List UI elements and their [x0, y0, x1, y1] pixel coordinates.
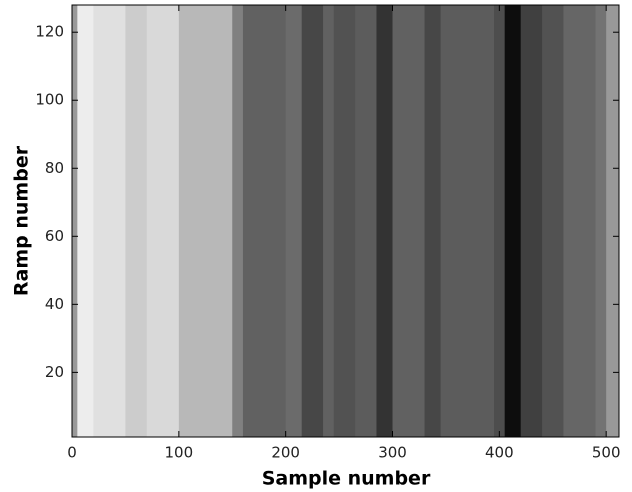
- plot-frame: [71, 4, 620, 438]
- y-tick-label: 120: [35, 23, 64, 41]
- heatmap-cell: [424, 5, 442, 437]
- x-tick-label: 0: [67, 444, 77, 462]
- heatmap-cell: [232, 5, 244, 437]
- heatmap-cell: [323, 5, 335, 437]
- x-tick-label: 500: [592, 444, 621, 462]
- heatmap-cell: [125, 5, 148, 437]
- heatmap-cell: [494, 5, 506, 437]
- heatmap-cell: [301, 5, 324, 437]
- heatmap-cell: [285, 5, 303, 437]
- x-tick-label: 200: [271, 444, 300, 462]
- heatmap-cell: [146, 5, 180, 437]
- heatmap-cell: [595, 5, 607, 437]
- heatmap-cell: [376, 5, 394, 437]
- y-tick-label: 100: [35, 91, 64, 109]
- x-tick-label: 300: [378, 444, 407, 462]
- y-axis-title: Ramp number: [11, 145, 33, 296]
- x-tick-label: 400: [485, 444, 514, 462]
- heatmap-cell: [178, 5, 233, 437]
- heatmap-cell: [440, 5, 495, 437]
- heatmap-cell: [504, 5, 522, 437]
- heatmap-cell: [606, 5, 620, 437]
- y-tick-label: 80: [45, 159, 64, 177]
- y-tick-label: 20: [45, 363, 64, 381]
- heatmap-cell: [520, 5, 543, 437]
- y-tick-label: 60: [45, 227, 64, 245]
- x-axis-title: Sample number: [262, 468, 431, 490]
- heatmap-cell: [542, 5, 564, 437]
- y-tick-label: 40: [45, 295, 64, 313]
- heatmap-cell: [77, 5, 94, 437]
- x-tick-label: 100: [165, 444, 194, 462]
- heatmap-cell: [392, 5, 426, 437]
- heatmap-cell: [242, 5, 287, 437]
- heatmap-cell: [355, 5, 377, 437]
- heatmap-cell: [93, 5, 126, 437]
- heatmap-cell: [72, 5, 78, 437]
- heatmap-cell: [333, 5, 356, 437]
- heatmap-cell: [563, 5, 596, 437]
